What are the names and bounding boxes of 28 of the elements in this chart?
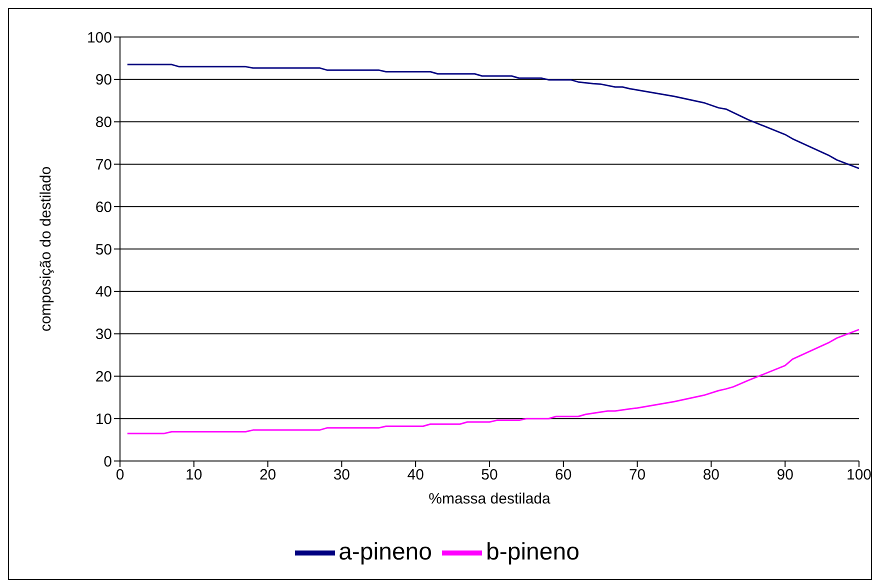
line-series	[126, 328, 859, 434]
x-tick-label: 90	[776, 466, 794, 484]
x-tick-label: 20	[259, 466, 276, 484]
y-tick-label: 100	[86, 29, 112, 46]
y-tick-label: 20	[95, 368, 112, 386]
x-tick-label: 100	[846, 466, 872, 484]
y-tick-label: 10	[95, 410, 112, 428]
x-tick-label: 0	[116, 466, 124, 484]
x-tick-label: 30	[333, 466, 350, 484]
y-tick-label: 80	[95, 114, 112, 132]
x-tick-label: 80	[702, 466, 720, 484]
x-tick-label: 50	[481, 466, 498, 484]
y-tick-label: 0	[104, 453, 112, 470]
y-tick-label: 40	[95, 284, 112, 301]
y-tick-label: 50	[95, 241, 112, 258]
x-tick-label: 70	[628, 466, 646, 484]
legend-label: a-pineno	[338, 538, 432, 566]
x-axis-title: %massa destilada	[428, 490, 552, 508]
y-tick-label: 60	[95, 198, 112, 216]
legend-label: b-pineno	[486, 538, 580, 566]
y-axis-title: composição do destilado	[37, 166, 54, 332]
x-tick-label: 60	[555, 466, 572, 484]
x-tick-label: 10	[186, 466, 202, 484]
y-tick-label: 70	[95, 156, 112, 174]
y-tick-label: 30	[95, 326, 112, 344]
x-tick-label: 40	[407, 466, 424, 484]
y-tick-label: 90	[95, 72, 112, 89]
line-series	[126, 64, 859, 170]
